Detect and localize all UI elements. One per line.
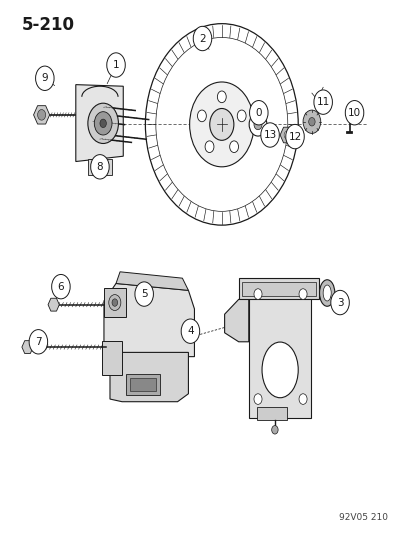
Circle shape [299, 394, 307, 405]
FancyBboxPatch shape [104, 288, 126, 317]
Text: 5-210: 5-210 [21, 16, 75, 34]
Circle shape [100, 119, 107, 127]
Circle shape [198, 110, 206, 122]
FancyBboxPatch shape [239, 278, 319, 300]
Text: 2: 2 [199, 34, 206, 44]
Circle shape [299, 289, 307, 300]
Text: 6: 6 [58, 281, 64, 292]
Text: 5: 5 [141, 289, 147, 299]
Circle shape [94, 112, 112, 135]
Circle shape [249, 113, 267, 136]
Circle shape [52, 274, 70, 299]
Circle shape [230, 141, 239, 152]
Text: 12: 12 [288, 132, 302, 142]
Circle shape [249, 101, 268, 125]
Circle shape [345, 101, 364, 125]
Circle shape [135, 282, 153, 306]
Circle shape [261, 123, 279, 147]
FancyBboxPatch shape [249, 290, 311, 418]
Text: 13: 13 [263, 130, 277, 140]
Polygon shape [110, 352, 188, 402]
Circle shape [190, 82, 254, 167]
Text: 1: 1 [113, 60, 119, 70]
Circle shape [193, 26, 212, 51]
Text: 7: 7 [35, 337, 42, 347]
Text: 0: 0 [256, 108, 262, 118]
Circle shape [254, 394, 262, 405]
Ellipse shape [320, 280, 335, 306]
Circle shape [254, 289, 262, 300]
Ellipse shape [262, 342, 298, 398]
Circle shape [237, 110, 246, 122]
Circle shape [272, 425, 278, 434]
Circle shape [303, 110, 321, 133]
Circle shape [309, 117, 315, 126]
Text: 11: 11 [317, 97, 330, 107]
Circle shape [314, 90, 333, 114]
Text: 4: 4 [187, 326, 194, 336]
FancyBboxPatch shape [126, 374, 160, 395]
FancyBboxPatch shape [257, 407, 287, 420]
Text: 10: 10 [348, 108, 361, 118]
Circle shape [267, 131, 271, 136]
Circle shape [36, 66, 54, 91]
Polygon shape [116, 272, 188, 290]
Circle shape [205, 141, 214, 152]
Circle shape [91, 155, 109, 179]
Polygon shape [104, 284, 194, 357]
Ellipse shape [323, 285, 331, 301]
Circle shape [217, 91, 226, 103]
Text: 9: 9 [42, 73, 48, 83]
Circle shape [264, 127, 275, 141]
Circle shape [181, 319, 200, 343]
Circle shape [109, 295, 121, 311]
Circle shape [286, 124, 304, 149]
Circle shape [88, 103, 118, 143]
Circle shape [284, 131, 290, 139]
FancyBboxPatch shape [88, 159, 112, 175]
Circle shape [112, 299, 117, 306]
Circle shape [107, 53, 125, 77]
Polygon shape [76, 85, 123, 161]
FancyBboxPatch shape [242, 282, 316, 296]
Polygon shape [225, 300, 249, 342]
FancyBboxPatch shape [102, 341, 122, 375]
Circle shape [29, 329, 48, 354]
Text: 3: 3 [337, 297, 343, 308]
Circle shape [210, 109, 234, 140]
Text: 8: 8 [97, 162, 103, 172]
Circle shape [38, 110, 46, 120]
Circle shape [331, 290, 349, 315]
Circle shape [254, 119, 262, 130]
FancyBboxPatch shape [130, 378, 156, 391]
Text: 92V05 210: 92V05 210 [339, 513, 388, 522]
